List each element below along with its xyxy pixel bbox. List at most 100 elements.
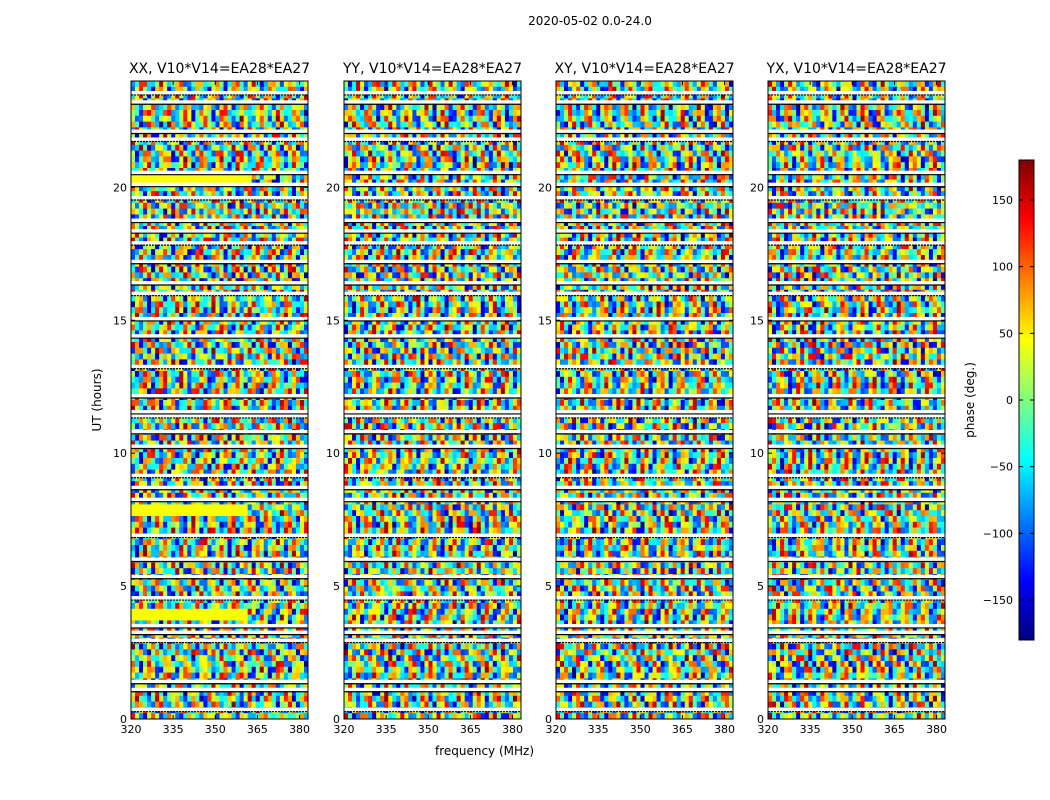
heatmap-cell bbox=[224, 510, 228, 516]
heatmap-cell bbox=[260, 667, 264, 673]
heatmap-cell bbox=[276, 435, 280, 441]
heatmap-cell bbox=[236, 615, 240, 621]
heatmap-cell bbox=[203, 249, 207, 255]
heatmap-cell bbox=[215, 145, 219, 151]
heatmap-cell bbox=[167, 354, 171, 360]
heatmap-cell bbox=[195, 504, 199, 510]
heatmap-cell bbox=[280, 713, 284, 719]
heatmap-cell bbox=[139, 562, 143, 568]
heatmap-cell bbox=[224, 661, 228, 667]
heatmap-cell bbox=[240, 580, 244, 586]
heatmap-cell bbox=[228, 400, 232, 406]
heatmap-cell bbox=[147, 713, 151, 719]
heatmap-cell bbox=[155, 655, 159, 661]
heatmap-cell bbox=[211, 458, 215, 464]
heatmap-cell bbox=[280, 162, 284, 168]
heatmap-cell bbox=[256, 580, 260, 586]
heatmap-cell bbox=[240, 296, 244, 302]
heatmap-cell bbox=[191, 516, 195, 522]
heatmap-cell bbox=[159, 644, 163, 650]
heatmap-cell bbox=[264, 615, 268, 621]
heatmap-cell bbox=[264, 528, 268, 534]
heatmap-cell bbox=[183, 249, 187, 255]
heatmap-cell bbox=[151, 516, 155, 522]
heatmap-cell bbox=[288, 354, 292, 360]
heatmap-cell bbox=[280, 296, 284, 302]
heatmap-cell bbox=[187, 713, 191, 719]
heatmap-cell bbox=[155, 649, 159, 655]
heatmap-cell bbox=[131, 603, 135, 609]
heatmap-cell bbox=[224, 586, 228, 592]
heatmap-cell bbox=[348, 81, 352, 87]
heatmap-cell bbox=[183, 388, 187, 394]
heatmap-cell bbox=[260, 116, 264, 122]
heatmap-cell bbox=[232, 110, 236, 116]
heatmap-cell bbox=[272, 609, 276, 615]
heatmap-cell bbox=[207, 156, 211, 162]
heatmap-cell bbox=[228, 522, 232, 528]
heatmap-cell bbox=[131, 110, 135, 116]
heatmap-cell bbox=[151, 562, 155, 568]
heatmap-cell bbox=[143, 104, 147, 110]
heatmap-cell bbox=[203, 667, 207, 673]
heatmap-cell bbox=[183, 510, 187, 516]
heatmap-cell bbox=[171, 104, 175, 110]
heatmap-cell bbox=[191, 388, 195, 394]
heatmap-cell bbox=[191, 702, 195, 708]
heatmap-cell bbox=[412, 81, 416, 87]
heatmap-cell bbox=[171, 615, 175, 621]
heatmap-cell bbox=[300, 644, 304, 650]
heatmap-cell bbox=[199, 615, 203, 621]
heatmap-cell bbox=[232, 383, 236, 389]
heatmap-cell bbox=[276, 562, 280, 568]
heatmap-cell bbox=[151, 435, 155, 441]
heatmap-cell bbox=[272, 661, 276, 667]
heatmap-cell bbox=[203, 162, 207, 168]
heatmap-cell bbox=[151, 388, 155, 394]
heatmap-cell bbox=[276, 586, 280, 592]
heatmap-cell bbox=[224, 522, 228, 528]
heatmap-cell bbox=[151, 423, 155, 429]
heatmap-cell bbox=[260, 104, 264, 110]
heatmap-cell bbox=[175, 510, 179, 516]
heatmap-cell bbox=[288, 580, 292, 586]
heatmap-cell bbox=[171, 423, 175, 429]
heatmap-cell bbox=[268, 104, 272, 110]
heatmap-cell bbox=[252, 568, 256, 574]
heatmap-cell bbox=[252, 713, 256, 719]
heatmap-cell bbox=[167, 615, 171, 621]
heatmap-cell bbox=[268, 696, 272, 702]
heatmap-cell bbox=[135, 267, 139, 273]
heatmap-cell bbox=[256, 307, 260, 313]
y-tick-label: 20 bbox=[113, 181, 127, 194]
heatmap-cell bbox=[167, 122, 171, 128]
heatmap-cell bbox=[179, 307, 183, 313]
heatmap-cell bbox=[207, 104, 211, 110]
heatmap-cell bbox=[187, 423, 191, 429]
heatmap-cell bbox=[135, 661, 139, 667]
heatmap-cell bbox=[195, 580, 199, 586]
heatmap-cell bbox=[143, 267, 147, 273]
heatmap-cell bbox=[272, 348, 276, 354]
heatmap-cell bbox=[211, 586, 215, 592]
heatmap-cell bbox=[155, 452, 159, 458]
heatmap-cell bbox=[252, 359, 256, 365]
heatmap-cell bbox=[236, 162, 240, 168]
heatmap-cell bbox=[183, 354, 187, 360]
heatmap-cell bbox=[195, 104, 199, 110]
heatmap-cell bbox=[276, 702, 280, 708]
heatmap-cell bbox=[220, 151, 224, 157]
heatmap-cell bbox=[300, 388, 304, 394]
heatmap-cell bbox=[179, 81, 183, 87]
heatmap-cell bbox=[211, 661, 215, 667]
heatmap-cell bbox=[268, 615, 272, 621]
heatmap-cell bbox=[296, 435, 300, 441]
heatmap-cell bbox=[139, 504, 143, 510]
heatmap-cell bbox=[232, 400, 236, 406]
heatmap-cell bbox=[272, 209, 276, 215]
heatmap-cell bbox=[252, 354, 256, 360]
heatmap-cell bbox=[167, 673, 171, 679]
heatmap-cell bbox=[248, 371, 252, 377]
heatmap-cell bbox=[191, 104, 195, 110]
heatmap-cell bbox=[256, 342, 260, 348]
